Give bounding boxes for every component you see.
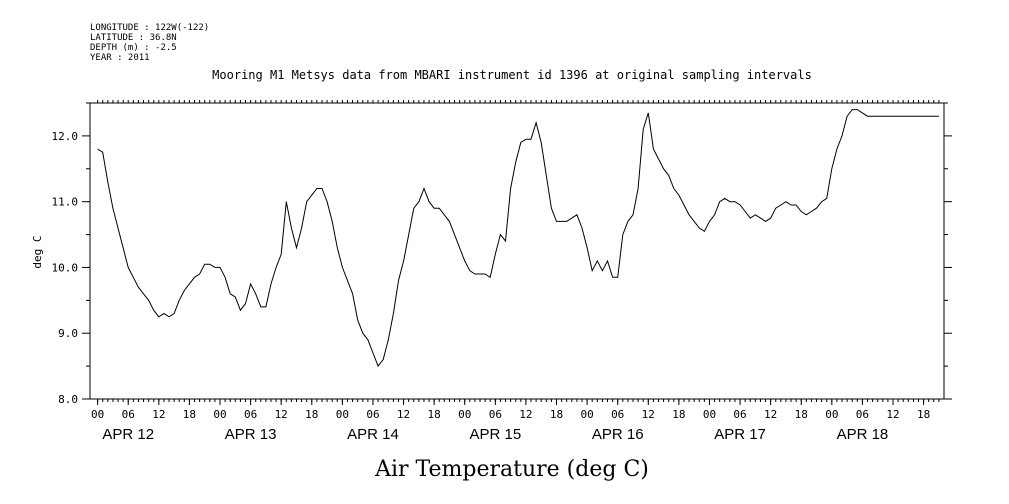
y-tick-label: 10.0 xyxy=(52,261,79,274)
longitude-label: LONGITUDE : 122W(-122) xyxy=(90,23,209,33)
x-tick-label: 12 xyxy=(642,408,655,421)
y-tick-label: 11.0 xyxy=(52,196,79,209)
x-tick-label: 06 xyxy=(244,408,257,421)
depth-label: DEPTH (m) : -2.5 xyxy=(90,43,177,53)
x-tick-label: 06 xyxy=(122,408,135,421)
x-tick-label: 18 xyxy=(183,408,196,421)
metadata-block: LONGITUDE : 122W(-122) LATITUDE : 36.8N … xyxy=(90,23,209,63)
x-tick-label: 00 xyxy=(336,408,349,421)
year-label: YEAR : 2011 xyxy=(90,53,150,63)
x-tick-label: 06 xyxy=(856,408,869,421)
x-tick-label: 12 xyxy=(764,408,777,421)
x-tick-label: 00 xyxy=(458,408,471,421)
day-label: APR 12 xyxy=(102,426,154,443)
x-tick-label: 06 xyxy=(366,408,379,421)
x-tick-label: 12 xyxy=(275,408,288,421)
x-tick-label: 06 xyxy=(489,408,502,421)
day-label: APR 15 xyxy=(469,426,521,443)
x-tick-label: 06 xyxy=(733,408,746,421)
day-labels: APR 12 APR 13 APR 14 APR 15 APR 16 APR 17 APR … xyxy=(102,426,888,443)
x-tick-label: 00 xyxy=(213,408,226,421)
ticks-layer xyxy=(82,100,952,405)
x-tick-label: 00 xyxy=(91,408,104,421)
day-label: APR 16 xyxy=(592,426,644,443)
series-line xyxy=(97,109,939,368)
latitude-label: LATITUDE : 36.8N xyxy=(90,33,177,43)
x-tick-label: 00 xyxy=(580,408,593,421)
x-tick-label: 12 xyxy=(397,408,410,421)
plot-frame xyxy=(89,102,945,400)
day-label: APR 18 xyxy=(837,426,889,443)
x-tick-labels: 00 06 12 18 00 06 12 18 00 06 12 18 00 06 12 18 00 06 12 18… xyxy=(91,408,930,421)
y-tick-labels: 8.0 9.0 10.0 11.0 12.0 xyxy=(52,130,79,406)
day-label: APR 17 xyxy=(714,426,766,443)
x-tick-label: 06 xyxy=(611,408,624,421)
day-label: APR 14 xyxy=(347,426,399,443)
y-axis-label: deg C xyxy=(31,235,44,268)
x-axis-label: Air Temperature (deg C) xyxy=(374,457,649,482)
x-tick-label: 00 xyxy=(825,408,838,421)
chart-title: Mooring M1 Metsys data from MBARI instru… xyxy=(212,68,812,82)
x-tick-label: 12 xyxy=(519,408,532,421)
x-tick-label: 12 xyxy=(886,408,899,421)
x-tick-label: 18 xyxy=(672,408,685,421)
y-tick-label: 12.0 xyxy=(52,130,79,143)
x-tick-label: 18 xyxy=(795,408,808,421)
day-label: APR 13 xyxy=(225,426,277,443)
y-tick-label: 9.0 xyxy=(58,327,78,340)
x-tick-label: 18 xyxy=(428,408,441,421)
x-tick-label: 18 xyxy=(550,408,563,421)
x-tick-label: 00 xyxy=(703,408,716,421)
x-tick-label: 18 xyxy=(917,408,930,421)
y-tick-label: 8.0 xyxy=(58,393,78,406)
x-tick-label: 18 xyxy=(305,408,318,421)
x-tick-label: 12 xyxy=(152,408,165,421)
